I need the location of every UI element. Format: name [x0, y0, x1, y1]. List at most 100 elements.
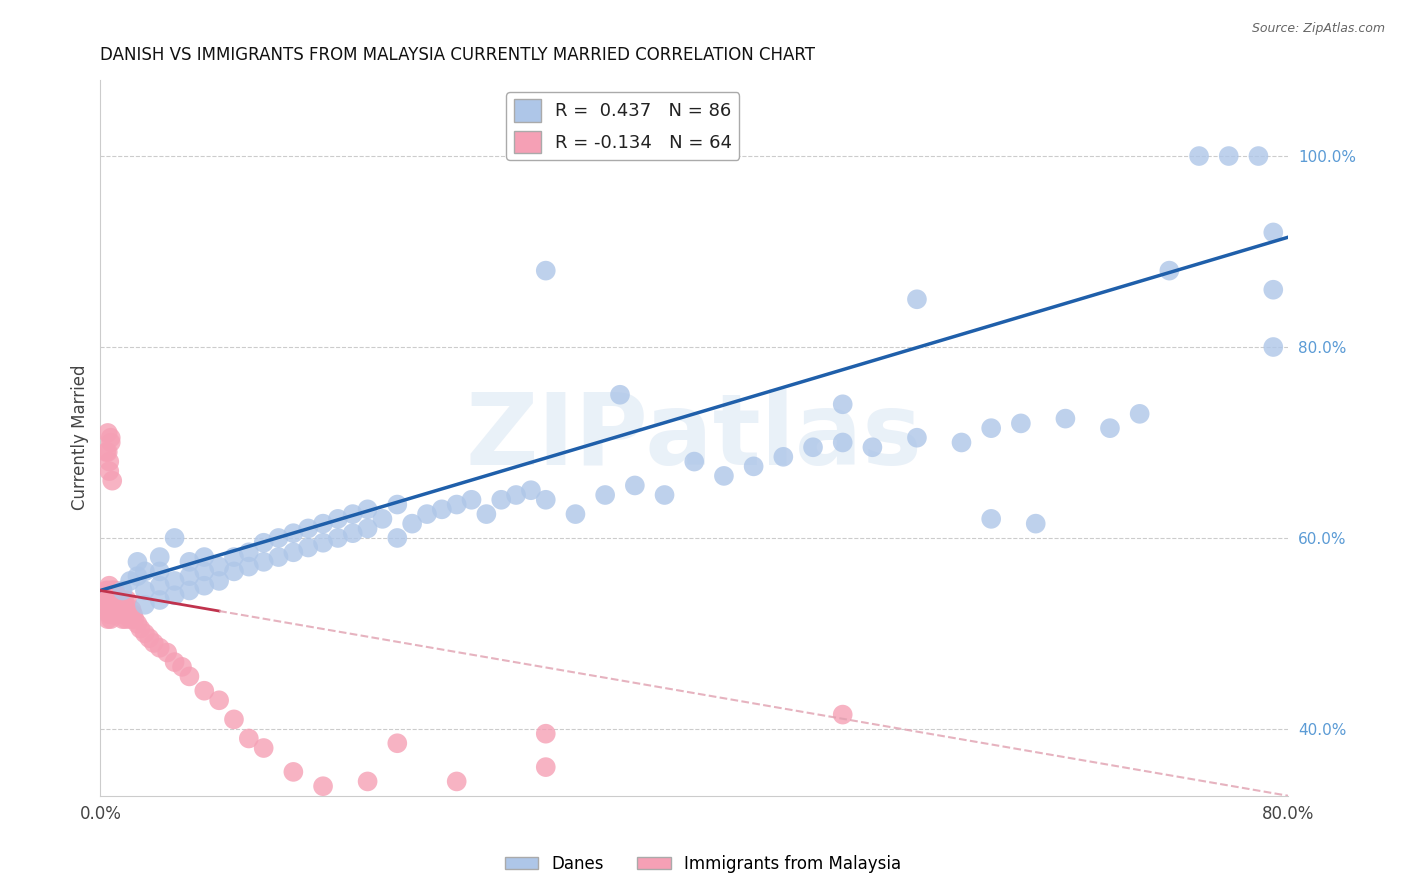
Point — [104, 593, 127, 607]
Point — [208, 574, 231, 588]
Point — [1188, 149, 1211, 163]
Point — [104, 583, 127, 598]
Point — [97, 583, 120, 598]
Point — [101, 474, 124, 488]
Point — [97, 612, 120, 626]
Point — [831, 397, 853, 411]
Point — [105, 588, 128, 602]
Point — [149, 593, 172, 607]
Point — [108, 593, 131, 607]
Point — [742, 459, 765, 474]
Point — [1054, 411, 1077, 425]
Point — [505, 488, 527, 502]
Point — [238, 559, 260, 574]
Point — [117, 607, 139, 622]
Point — [222, 712, 245, 726]
Point — [297, 521, 319, 535]
Text: Source: ZipAtlas.com: Source: ZipAtlas.com — [1251, 22, 1385, 36]
Point — [297, 541, 319, 555]
Point — [1129, 407, 1152, 421]
Point — [831, 435, 853, 450]
Point — [179, 569, 201, 583]
Point — [97, 425, 120, 440]
Point — [100, 612, 122, 626]
Point — [534, 760, 557, 774]
Point — [489, 492, 512, 507]
Point — [1025, 516, 1047, 531]
Point — [342, 507, 364, 521]
Point — [100, 583, 122, 598]
Point — [1010, 417, 1032, 431]
Point — [114, 612, 136, 626]
Point — [387, 531, 409, 545]
Point — [108, 602, 131, 616]
Point — [156, 646, 179, 660]
Point — [283, 526, 305, 541]
Point — [193, 579, 215, 593]
Point — [401, 516, 423, 531]
Point — [609, 388, 631, 402]
Point — [110, 607, 132, 622]
Point — [122, 607, 145, 622]
Point — [831, 707, 853, 722]
Point — [97, 445, 120, 459]
Point — [100, 435, 122, 450]
Point — [980, 512, 1002, 526]
Point — [149, 640, 172, 655]
Point — [115, 593, 138, 607]
Point — [1159, 263, 1181, 277]
Point — [110, 593, 132, 607]
Point — [222, 565, 245, 579]
Point — [134, 598, 156, 612]
Point — [127, 555, 149, 569]
Point — [950, 435, 973, 450]
Point — [253, 741, 276, 756]
Point — [208, 559, 231, 574]
Point — [134, 565, 156, 579]
Point — [446, 498, 468, 512]
Point — [1263, 283, 1285, 297]
Point — [222, 550, 245, 565]
Y-axis label: Currently Married: Currently Married — [72, 365, 89, 510]
Point — [104, 607, 127, 622]
Point — [356, 502, 378, 516]
Point — [713, 469, 735, 483]
Point — [520, 483, 543, 498]
Point — [105, 602, 128, 616]
Text: DANISH VS IMMIGRANTS FROM MALAYSIA CURRENTLY MARRIED CORRELATION CHART: DANISH VS IMMIGRANTS FROM MALAYSIA CURRE… — [100, 46, 815, 64]
Point — [193, 550, 215, 565]
Point — [905, 431, 928, 445]
Point — [801, 440, 824, 454]
Point — [127, 616, 149, 631]
Point — [97, 598, 120, 612]
Point — [342, 526, 364, 541]
Point — [124, 612, 146, 626]
Point — [134, 583, 156, 598]
Point — [170, 660, 193, 674]
Point — [253, 535, 276, 549]
Point — [371, 512, 394, 526]
Point — [326, 531, 349, 545]
Point — [860, 440, 883, 454]
Text: ZIPatlas: ZIPatlas — [465, 389, 922, 486]
Point — [98, 593, 121, 607]
Point — [127, 569, 149, 583]
Point — [129, 622, 152, 636]
Point — [112, 607, 135, 622]
Point — [149, 565, 172, 579]
Point — [654, 488, 676, 502]
Point — [98, 464, 121, 478]
Point — [193, 565, 215, 579]
Point — [283, 545, 305, 559]
Point — [446, 774, 468, 789]
Point — [1263, 340, 1285, 354]
Legend: R =  0.437   N = 86, R = -0.134   N = 64: R = 0.437 N = 86, R = -0.134 N = 64 — [506, 92, 740, 160]
Point — [96, 583, 118, 598]
Point — [163, 531, 186, 545]
Point — [134, 626, 156, 640]
Point — [624, 478, 647, 492]
Point — [179, 555, 201, 569]
Point — [387, 736, 409, 750]
Point — [115, 602, 138, 616]
Point — [142, 636, 165, 650]
